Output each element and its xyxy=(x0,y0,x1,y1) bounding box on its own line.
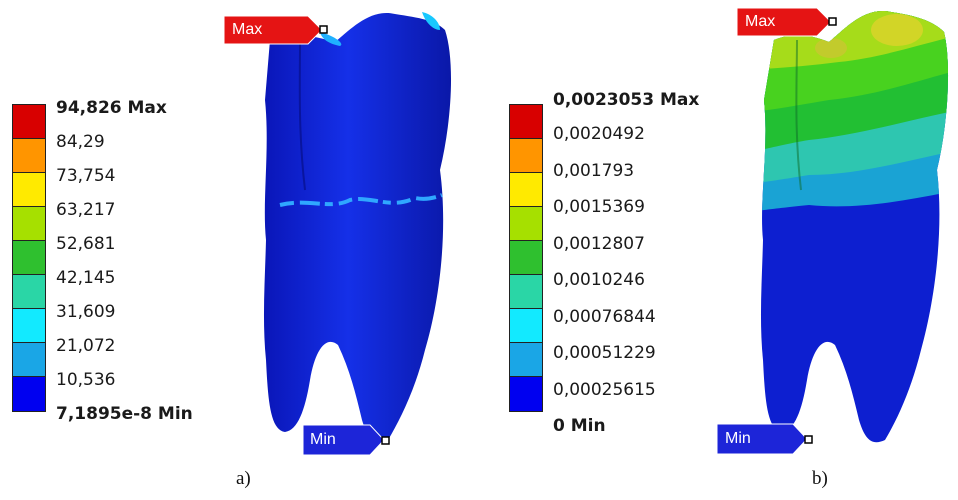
legend-b-label: 0,0015369 xyxy=(553,197,645,217)
legend-b-label: 0,00076844 xyxy=(553,307,656,327)
legend-a-label: 31,609 xyxy=(56,302,116,322)
legend-b-swatch xyxy=(510,207,542,241)
contour-band-a xyxy=(279,193,443,207)
legend-a-label: 94,826 Max xyxy=(56,98,167,118)
tooth-body-a xyxy=(263,12,452,443)
legend-a-swatch xyxy=(13,275,45,309)
legend-a-swatch xyxy=(13,105,45,139)
legend-b-swatch xyxy=(510,105,542,139)
tooth-model-b xyxy=(716,7,949,455)
legend-a-swatch xyxy=(13,139,45,173)
caption-a: a) xyxy=(236,468,251,489)
legend-a-colorbar xyxy=(12,104,46,412)
legend-b-swatch xyxy=(510,241,542,275)
min-tag-a xyxy=(302,424,390,456)
legend-b-label: 0,0012807 xyxy=(553,234,645,254)
legend-b-label: 0,0010246 xyxy=(553,270,645,290)
legend-b-swatch xyxy=(510,139,542,173)
legend-a-swatch xyxy=(13,309,45,343)
cusp-hotspot-a xyxy=(320,32,342,46)
legend-a-label: 42,145 xyxy=(56,268,116,288)
legend-a-swatch xyxy=(13,377,45,411)
legend-b-swatch xyxy=(510,343,542,377)
panel-b: 0,0023053 Max 0,0020492 0,001793 0,00153… xyxy=(479,0,958,500)
legend-a-label: 10,536 xyxy=(56,370,116,390)
legend-b-swatch xyxy=(510,173,542,207)
legend-b-swatch xyxy=(510,275,542,309)
min-tag-a-label: Min xyxy=(310,431,336,448)
min-tag-b xyxy=(716,423,813,455)
legend-a-label: 52,681 xyxy=(56,234,116,254)
tooth-ridge-a xyxy=(298,39,306,191)
legend-a-label: 73,754 xyxy=(56,166,116,186)
legend-a-swatch xyxy=(13,207,45,241)
legend-b-label: 0,0023053 Max xyxy=(553,90,700,110)
max-tag-b-label: Max xyxy=(745,13,776,30)
legend-a-label: 63,217 xyxy=(56,200,116,220)
legend-a: 94,826 Max 84,29 73,754 63,217 52,681 42… xyxy=(12,98,272,444)
legend-a-swatch xyxy=(13,343,45,377)
legend-b-swatch xyxy=(510,377,542,411)
max-tag-a xyxy=(223,15,328,45)
legend-a-label: 21,072 xyxy=(56,336,116,356)
legend-b-label: 0,0020492 xyxy=(553,124,645,144)
caption-b: b) xyxy=(812,468,828,489)
panel-a: 94,826 Max 84,29 73,754 63,217 52,681 42… xyxy=(12,12,452,489)
legend-b-label: 0 Min xyxy=(553,416,606,436)
legend-b-colorbar xyxy=(509,104,543,412)
crown-hotspot-a xyxy=(422,12,440,30)
min-tag-b-label: Min xyxy=(725,430,751,447)
legend-a-swatch xyxy=(13,173,45,207)
tooth-model-a xyxy=(223,12,452,456)
legend-b-swatch xyxy=(510,309,542,343)
legend-b-label: 0,001793 xyxy=(553,161,635,181)
max-tag-b xyxy=(736,7,837,37)
legend-a-swatch xyxy=(13,241,45,275)
legend-a-label: 7,1895e-8 Min xyxy=(56,404,193,424)
max-tag-a-label: Max xyxy=(232,21,263,38)
legend-a-label: 84,29 xyxy=(56,132,105,152)
legend-b: 0,0023053 Max 0,0020492 0,001793 0,00153… xyxy=(509,90,769,444)
legend-b-label: 0,00051229 xyxy=(553,343,656,363)
legend-b-label: 0,00025615 xyxy=(553,380,656,400)
